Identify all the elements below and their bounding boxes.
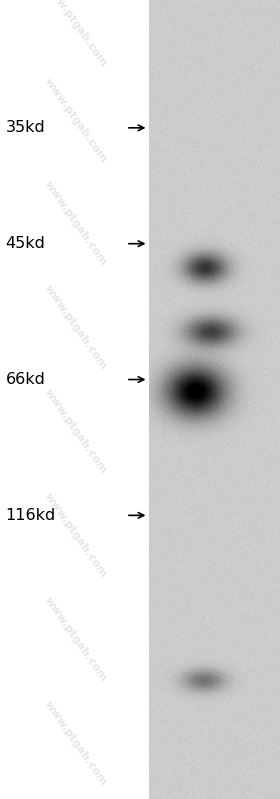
Text: www.ptgab.com: www.ptgab.com bbox=[43, 284, 109, 372]
Text: www.ptgab.com: www.ptgab.com bbox=[43, 180, 109, 268]
Text: 45kd: 45kd bbox=[6, 237, 45, 251]
Text: www.ptgab.com: www.ptgab.com bbox=[43, 491, 109, 579]
Text: www.ptgab.com: www.ptgab.com bbox=[43, 0, 109, 68]
Text: www.ptgab.com: www.ptgab.com bbox=[43, 388, 109, 475]
Text: www.ptgab.com: www.ptgab.com bbox=[43, 76, 109, 164]
Text: 66kd: 66kd bbox=[6, 372, 45, 387]
Text: www.ptgab.com: www.ptgab.com bbox=[43, 699, 109, 787]
Text: 35kd: 35kd bbox=[6, 121, 45, 135]
Text: 116kd: 116kd bbox=[6, 508, 56, 523]
Text: www.ptgab.com: www.ptgab.com bbox=[43, 595, 109, 683]
